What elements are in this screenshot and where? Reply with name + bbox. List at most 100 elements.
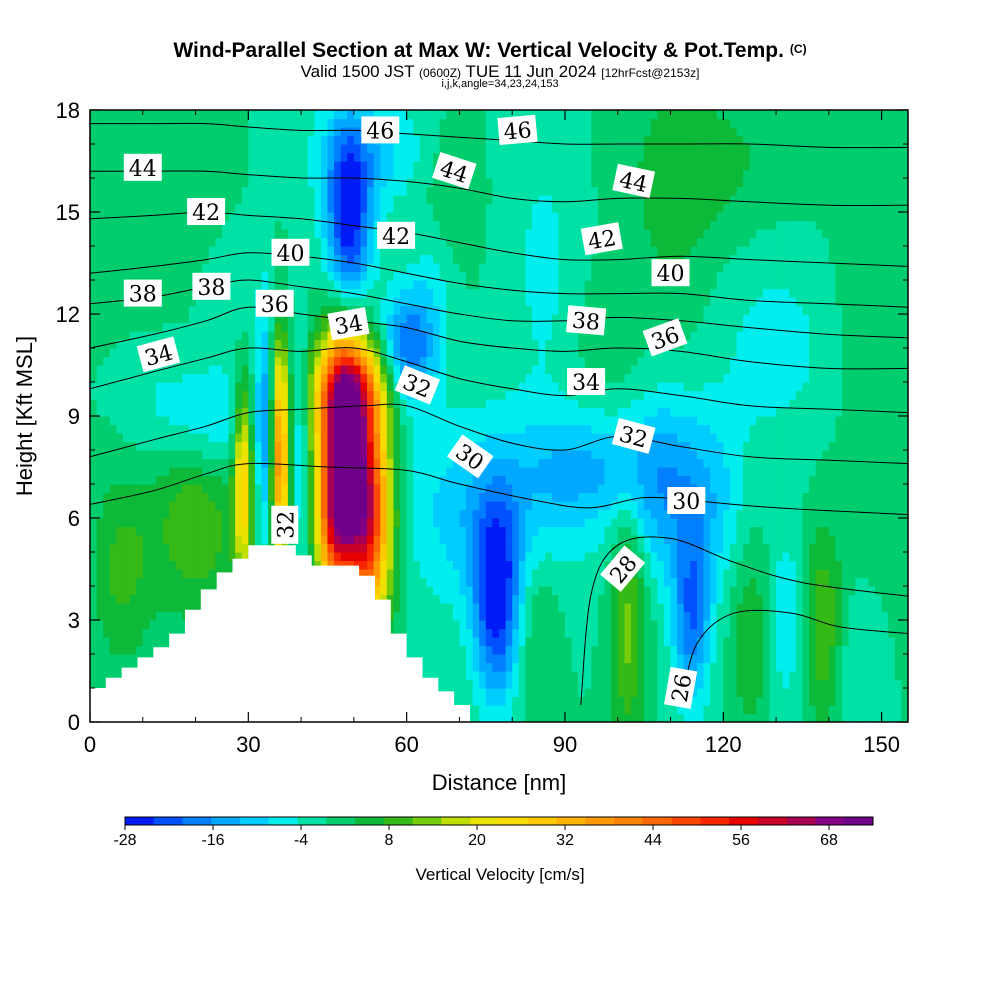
- velocity-cell: [597, 662, 606, 672]
- velocity-cell: [400, 594, 408, 604]
- velocity-cell: [868, 390, 876, 400]
- velocity-cell: [868, 467, 876, 477]
- velocity-cell: [492, 509, 500, 519]
- velocity-cell: [103, 611, 111, 621]
- velocity-cell: [169, 484, 177, 494]
- velocity-cell: [195, 586, 203, 596]
- velocity-cell: [776, 475, 784, 485]
- velocity-cell: [848, 407, 856, 417]
- velocity-cell: [835, 628, 843, 638]
- velocity-cell: [512, 713, 520, 722]
- velocity-cell: [116, 416, 124, 426]
- velocity-cell: [650, 586, 658, 596]
- velocity-cell: [901, 654, 908, 664]
- velocity-cell: [287, 475, 296, 485]
- velocity-cell: [828, 535, 837, 545]
- velocity-cell: [505, 611, 513, 621]
- velocity-cell: [169, 535, 177, 545]
- velocity-cell: [466, 518, 474, 528]
- velocity-cell: [367, 535, 375, 545]
- velocity-cell: [433, 399, 441, 409]
- velocity-cell: [815, 603, 823, 613]
- velocity-cell: [492, 407, 500, 417]
- velocity-cell: [531, 509, 540, 519]
- velocity-cell: [611, 467, 619, 477]
- velocity-cell: [564, 475, 573, 485]
- velocity-cell: [736, 705, 744, 715]
- velocity-cell: [169, 458, 177, 468]
- velocity-cell: [136, 509, 144, 519]
- velocity-cell: [353, 518, 362, 528]
- velocity-cell: [795, 645, 804, 655]
- velocity-cell: [499, 611, 507, 621]
- velocity-cell: [696, 518, 705, 528]
- velocity-cell: [518, 467, 526, 477]
- velocity-cell: [894, 603, 903, 613]
- velocity-cell: [485, 416, 494, 426]
- velocity-cell: [716, 628, 724, 638]
- velocity-cell: [729, 560, 738, 570]
- velocity-cell: [789, 526, 797, 536]
- velocity-cell: [716, 637, 724, 647]
- velocity-cell: [472, 407, 480, 417]
- velocity-cell: [901, 586, 908, 596]
- velocity-cell: [109, 492, 117, 502]
- velocity-cell: [611, 458, 619, 468]
- velocity-cell: [683, 552, 691, 562]
- velocity-cell: [677, 586, 685, 596]
- velocity-cell: [472, 586, 480, 596]
- velocity-cell: [228, 416, 236, 426]
- velocity-cell: [103, 552, 111, 562]
- velocity-cell: [419, 594, 428, 604]
- velocity-cell: [360, 382, 368, 392]
- velocity-cell: [479, 475, 487, 485]
- velocity-cell: [182, 501, 190, 511]
- velocity-cell: [195, 577, 203, 587]
- velocity-cell: [848, 645, 856, 655]
- velocity-cell: [815, 424, 823, 434]
- velocity-cell: [901, 467, 908, 477]
- velocity-cell: [294, 467, 302, 477]
- velocity-cell: [710, 382, 718, 392]
- velocity-cell: [650, 509, 658, 519]
- velocity-cell: [729, 577, 738, 587]
- velocity-cell: [789, 535, 797, 545]
- velocity-cell: [723, 518, 731, 528]
- velocity-cell: [611, 543, 619, 553]
- velocity-cell: [538, 713, 546, 722]
- velocity-cell: [525, 433, 533, 443]
- velocity-cell: [611, 475, 619, 485]
- velocity-cell: [433, 620, 441, 630]
- velocity-cell: [386, 526, 395, 536]
- velocity-cell: [492, 518, 500, 528]
- velocity-cell: [505, 645, 513, 655]
- velocity-cell: [690, 594, 698, 604]
- velocity-cell: [466, 586, 474, 596]
- velocity-cell: [657, 620, 665, 630]
- velocity-cell: [875, 424, 883, 434]
- velocity-cell: [109, 526, 117, 536]
- velocity-cell: [657, 679, 665, 689]
- velocity-cell: [268, 433, 276, 443]
- velocity-cell: [630, 467, 639, 477]
- velocity-cell: [881, 450, 889, 460]
- velocity-cell: [611, 509, 619, 519]
- velocity-cell: [564, 399, 573, 409]
- velocity-cell: [96, 501, 104, 511]
- velocity-cell: [169, 628, 177, 638]
- velocity-cell: [743, 688, 751, 698]
- velocity-cell: [485, 509, 494, 519]
- velocity-cell: [617, 594, 625, 604]
- velocity-cell: [743, 518, 751, 528]
- velocity-cell: [855, 416, 863, 426]
- velocity-cell: [531, 424, 540, 434]
- velocity-cell: [175, 458, 183, 468]
- velocity-cell: [703, 679, 711, 689]
- velocity-cell: [545, 407, 553, 417]
- velocity-cell: [558, 458, 566, 468]
- velocity-cell: [142, 645, 150, 655]
- velocity-cell: [604, 705, 612, 715]
- velocity-cell: [459, 492, 467, 502]
- velocity-cell: [90, 611, 98, 621]
- velocity-cell: [505, 416, 513, 426]
